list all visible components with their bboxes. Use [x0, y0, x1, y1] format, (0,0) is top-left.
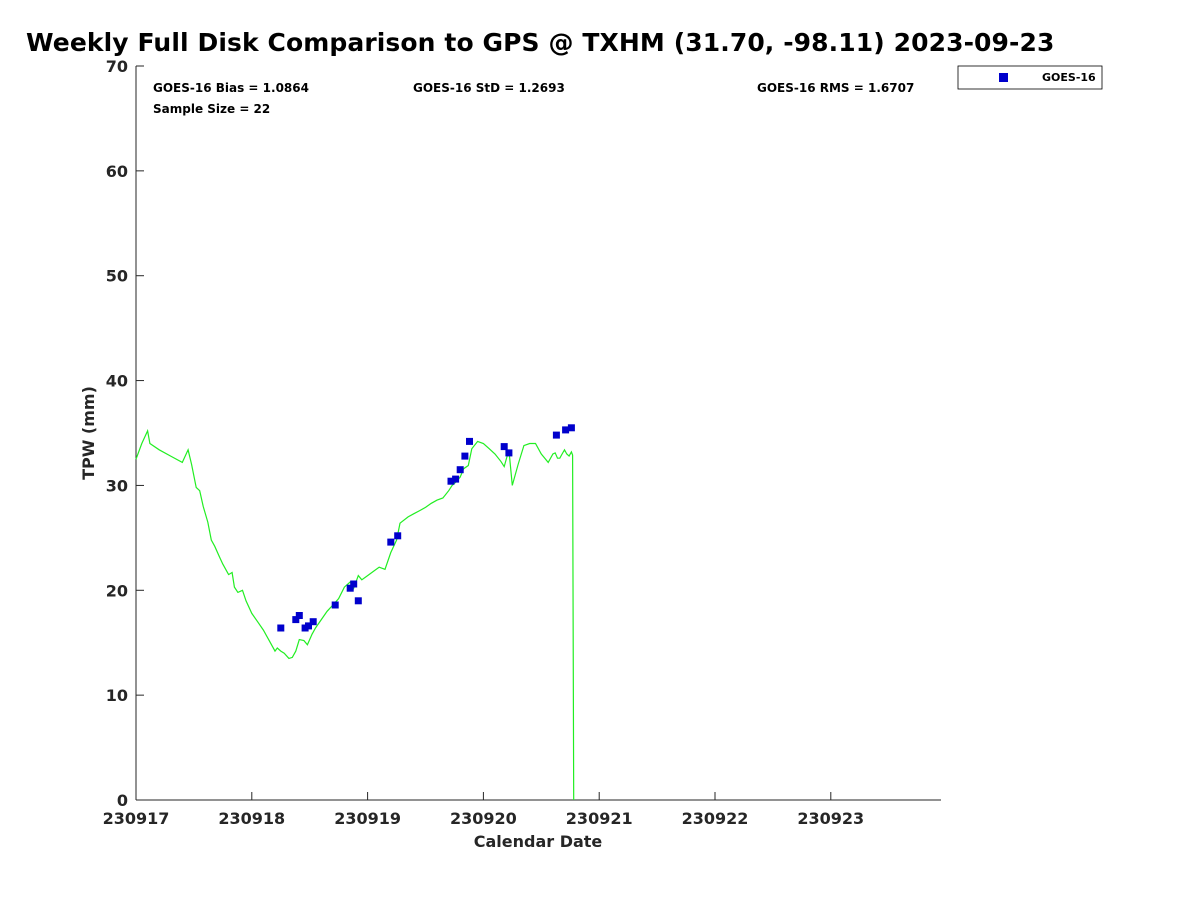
goes16-point	[295, 612, 303, 619]
y-tick-label: 30	[106, 476, 128, 495]
gps-line-layer	[135, 428, 575, 801]
rms-stat: GOES-16 RMS = 1.6707	[757, 81, 914, 95]
goes16-point	[305, 622, 312, 630]
goes16-point	[331, 601, 339, 609]
goes16-point	[466, 437, 473, 445]
y-tick-label: 0	[117, 791, 128, 810]
y-axis-ticks: 0 10 20 30 40 50 60 70	[106, 57, 144, 810]
y-tick-label: 40	[106, 372, 128, 391]
goes16-point	[500, 443, 508, 451]
x-tick-label: 230917	[103, 809, 170, 828]
y-tick-label: 60	[106, 162, 128, 181]
goes16-point	[394, 532, 402, 540]
goes16-point	[452, 475, 460, 483]
x-axis-title: Calendar Date	[474, 832, 603, 851]
x-tick-label: 230921	[566, 809, 633, 828]
y-tick-label: 10	[106, 686, 128, 705]
x-tick-label: 230922	[682, 809, 749, 828]
goes16-point	[562, 426, 570, 434]
chart-title: Weekly Full Disk Comparison to GPS @ TXH…	[26, 28, 1055, 57]
plot-frame	[135, 66, 941, 801]
x-tick-label: 230918	[218, 809, 285, 828]
goes16-point	[456, 466, 464, 474]
goes16-point	[309, 618, 317, 626]
goes16-point	[346, 584, 354, 592]
gps-series-line	[135, 428, 575, 801]
goes16-points-layer	[277, 424, 575, 632]
goes16-point	[277, 624, 285, 632]
goes16-point	[567, 424, 575, 432]
std-stat: GOES-16 StD = 1.2693	[413, 81, 565, 95]
legend-label-goes16: GOES-16	[1042, 71, 1096, 84]
goes16-point	[447, 477, 455, 485]
x-tick-label: 230920	[450, 809, 517, 828]
legend-marker-goes16	[999, 73, 1008, 82]
bias-stat: GOES-16 Bias = 1.0864	[153, 81, 309, 95]
x-tick-label: 230919	[334, 809, 401, 828]
y-tick-label: 50	[106, 267, 128, 286]
goes16-point	[505, 449, 513, 457]
goes16-point	[387, 538, 395, 546]
legend: GOES-16	[957, 65, 1103, 90]
y-tick-label: 70	[106, 57, 128, 76]
y-axis-title: TPW (mm)	[79, 386, 98, 480]
goes16-point	[354, 597, 362, 605]
x-axis-ticks: 230917 230918 230919 230920 230921 230922 2309…	[103, 792, 864, 828]
goes16-point	[552, 431, 560, 439]
goes16-point	[292, 616, 300, 624]
legend-box	[957, 65, 1103, 90]
sample-size-stat: Sample Size = 22	[153, 102, 270, 116]
y-tick-label: 20	[106, 581, 128, 600]
goes16-point	[350, 580, 358, 588]
x-tick-label: 230923	[797, 809, 864, 828]
goes16-point	[461, 452, 469, 460]
